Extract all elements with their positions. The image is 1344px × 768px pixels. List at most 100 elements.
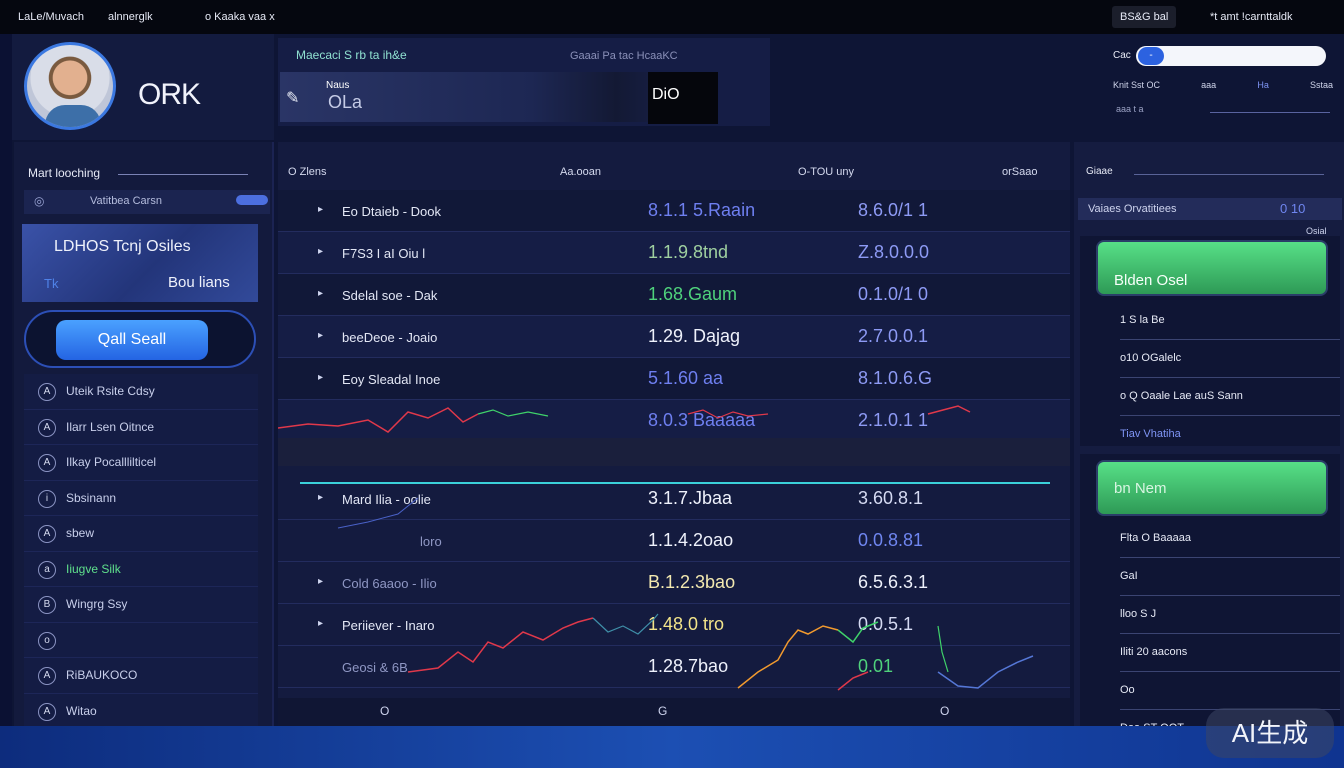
sidebar-subheader-label: Vatitbea Carsn bbox=[90, 195, 162, 207]
menu-icon: A bbox=[38, 383, 56, 401]
sparkline-layer bbox=[278, 405, 1034, 691]
menu-icon: A bbox=[38, 525, 56, 543]
sidebar-item[interactable]: A Witao bbox=[24, 693, 258, 729]
top-right-row-right1[interactable]: Ha bbox=[1257, 80, 1269, 90]
table-row[interactable]: ▸ Sdelal soe - Dak 1.68.Gaum 0.1.0/1 0 bbox=[278, 274, 1070, 316]
sidebar-item[interactable]: A Ilkay Pocalllilticel bbox=[24, 445, 258, 481]
top-right-row-mid[interactable]: aaa bbox=[1201, 80, 1217, 90]
right-section-1: Blden Osel 1 S la Be o10 OGalelc o Q Oaa… bbox=[1080, 236, 1340, 446]
list-item[interactable]: Iliti 20 aacons bbox=[1120, 634, 1340, 672]
sidebar-item[interactable]: A RiBAUKOCO bbox=[24, 658, 258, 694]
top-menu-bar: LaLe/Muvach alnnerglk o Kaaka vaa x BS&G… bbox=[0, 0, 1344, 34]
row-value-2: 0.0.8.81 bbox=[858, 530, 924, 550]
right-panel-small: Osial bbox=[1306, 226, 1327, 236]
row-value-2: 0.0.5.1 bbox=[858, 614, 914, 634]
menu-item-2[interactable]: alnnerglk bbox=[108, 11, 153, 23]
sidebar-item-label: Wingrg Ssy bbox=[66, 597, 128, 611]
list-item[interactable]: Oo bbox=[1120, 672, 1340, 710]
top-right-text[interactable]: *t amt !carnttaldk bbox=[1210, 11, 1293, 23]
row-name: Periiever - Inaro bbox=[342, 618, 435, 633]
column-header[interactable]: orSaao bbox=[1002, 166, 1038, 178]
sidebar-item[interactable]: A Uteik Rsite Cdsy bbox=[24, 374, 258, 410]
chevron-icon: ▸ bbox=[318, 288, 324, 299]
top-right-row-right2[interactable]: Sstaa bbox=[1309, 80, 1333, 90]
list-item[interactable]: o Q Oaale Lae auS Sann bbox=[1120, 378, 1340, 416]
left-sidebar: Mart looching ◎ Vatitbea Carsn LDHOS Tcn… bbox=[14, 142, 274, 729]
trend-line-blue bbox=[337, 497, 419, 529]
table-row[interactable]: ▸ Mard Ilia - oolie 3.1.7.Jbaa 3.60.8.1 bbox=[278, 478, 1070, 520]
list-item[interactable]: GaI bbox=[1120, 558, 1340, 596]
cta-button[interactable]: Qall Seall bbox=[56, 320, 208, 360]
row-value-2: 0.01 bbox=[858, 656, 894, 676]
list-item[interactable]: 1 S la Be bbox=[1120, 302, 1340, 340]
sidebar-item-label: Sbsinann bbox=[66, 490, 117, 505]
column-header[interactable]: O Zlens bbox=[288, 166, 327, 178]
table-row[interactable]: 8.0.3 Baaaaa 2.1.0.1 1 bbox=[278, 400, 1070, 442]
slider-knob[interactable]: - bbox=[1138, 47, 1164, 65]
green-button-2-label: bn Nem bbox=[1114, 480, 1167, 497]
green-button-1[interactable]: Blden Osel bbox=[1096, 240, 1328, 296]
top-right-row-left[interactable]: Knit Sst OC bbox=[1113, 80, 1161, 90]
main-table-panel: O Zlens Aa.ooan O-TOU uny orSaao ▸ Eo Dta… bbox=[278, 142, 1070, 726]
chevron-icon: ▸ bbox=[318, 330, 324, 341]
search-label: Naus bbox=[326, 80, 350, 91]
column-header[interactable]: Aa.ooan bbox=[560, 166, 601, 178]
right-panel-title: Giaae bbox=[1086, 166, 1113, 177]
row-value-2: 0.1.0/1 0 bbox=[858, 284, 929, 304]
list-item[interactable]: Tiav Vhatiha bbox=[1120, 428, 1181, 440]
menu-icon: A bbox=[38, 454, 56, 472]
column-header[interactable]: O-TOU uny bbox=[798, 166, 855, 178]
top-right-button[interactable]: BS&G bal bbox=[1112, 6, 1177, 28]
footer-control-2[interactable]: G bbox=[658, 704, 668, 718]
row-name: Geosi & 6B bbox=[342, 660, 408, 675]
table-row[interactable]: ▸ F7S3 I aI Oiu l 1.1.9.8tnd Z.8.0.0.0 bbox=[278, 232, 1070, 274]
slider-track[interactable] bbox=[1136, 46, 1326, 66]
right-panel-bar[interactable]: Vaiaes Orvatitiees 0 10 bbox=[1078, 198, 1342, 220]
table-row[interactable]: ▸ Cold 6aaoo - Ilio B.1.2.3bao 6.5.6.3.1 bbox=[278, 562, 1070, 604]
chart-orange bbox=[737, 625, 839, 689]
list-item[interactable]: Flta O Baaaaa bbox=[1120, 520, 1340, 558]
sidebar-subheader[interactable]: ◎ Vatitbea Carsn bbox=[24, 190, 270, 214]
sidebar-item[interactable]: B Wingrg Ssy bbox=[24, 587, 258, 623]
menu-icon: a bbox=[38, 560, 56, 579]
list-item[interactable]: lloo S J bbox=[1120, 596, 1340, 634]
table-row[interactable]: ▸ Eo Dtaieb - Dook 8.1.1 5.Raain 8.6.0/1 1 bbox=[278, 190, 1070, 232]
profile-panel: ORK bbox=[12, 34, 274, 140]
sidebar-item[interactable]: i Sbsinann bbox=[24, 480, 258, 516]
green-button-1-label: Blden Osel bbox=[1114, 272, 1188, 289]
menu-icon: B bbox=[38, 596, 56, 614]
list-item[interactable]: o10 OGalelc bbox=[1120, 340, 1340, 378]
chart-teal bbox=[592, 613, 659, 635]
feature-card[interactable]: LDHOS Tcnj Osiles Tk Bou lians bbox=[22, 224, 258, 302]
table-row[interactable]: ▸ Periiever - Inaro 1.48.0 tro 0.0.5.1 bbox=[278, 604, 1070, 646]
row-name: beeDeoe - Joaio bbox=[342, 330, 438, 345]
row-value-1: 1.1.9.8tnd bbox=[648, 242, 729, 262]
row-value-1: 3.1.7.Jbaa bbox=[648, 488, 733, 508]
chevron-icon: ▸ bbox=[318, 492, 324, 503]
avatar[interactable] bbox=[24, 42, 116, 130]
table-row[interactable]: ▸ Eoy Sleadal Inoe 5.1.60 aa 8.1.0.6.G bbox=[278, 358, 1070, 400]
username: ORK bbox=[138, 78, 201, 111]
row-name: loro bbox=[420, 534, 442, 549]
row-value-1: 5.1.60 aa bbox=[648, 368, 724, 388]
header-dark-box[interactable]: DiO bbox=[648, 72, 718, 124]
table-row[interactable]: Geosi & 6B 1.28.7bao 0.01 bbox=[278, 646, 1070, 688]
sidebar-item[interactable]: A Ilarr Lsen Oitnce bbox=[24, 409, 258, 445]
pen-icon: ✎ bbox=[286, 90, 300, 107]
footer-control-1[interactable]: O bbox=[380, 704, 390, 718]
footer-control-3[interactable]: O bbox=[940, 704, 950, 718]
table-row[interactable]: ▸ beeDeoe - Joaio 1.29. Dajag 2.7.0.0.1 bbox=[278, 316, 1070, 358]
sidebar-title: Mart looching bbox=[28, 166, 101, 180]
sidebar-item-label: Iiugve Silk bbox=[66, 561, 121, 576]
menu-item-1[interactable]: LaLe/Muvach bbox=[18, 11, 85, 23]
search-bar[interactable]: ✎ Naus OLa bbox=[280, 72, 700, 122]
green-button-2[interactable]: bn Nem bbox=[1096, 460, 1328, 516]
row-name: Mard Ilia - oolie bbox=[342, 492, 431, 507]
sidebar-item[interactable]: a Iiugve Silk bbox=[24, 551, 258, 587]
search-value[interactable]: OLa bbox=[328, 92, 363, 112]
chevron-icon: ▸ bbox=[318, 576, 324, 587]
sidebar-item[interactable]: o bbox=[24, 622, 258, 658]
menu-item-3[interactable]: o Kaaka vaa x bbox=[205, 11, 275, 23]
table-row[interactable]: loro 1.1.4.2oao 0.0.8.81 bbox=[278, 520, 1070, 562]
